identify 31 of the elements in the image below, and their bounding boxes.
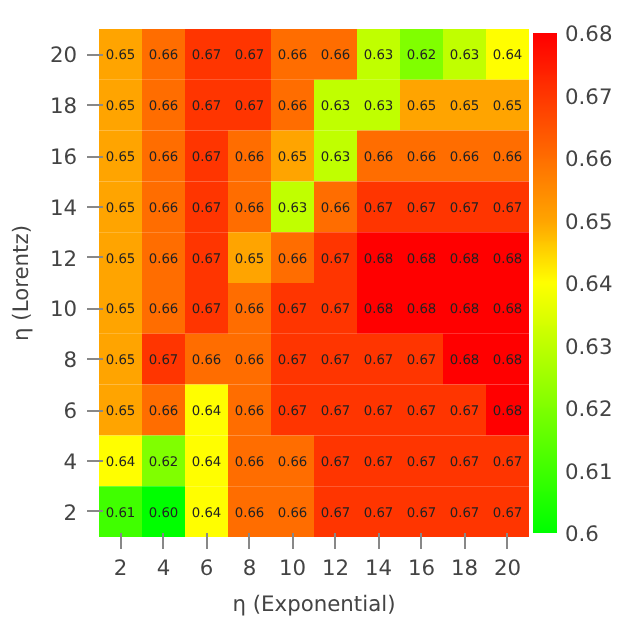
x-tick-label: 6 [199,555,214,581]
x-tick-label: 18 [450,555,479,581]
color-bar-label: 0.64 [565,271,613,297]
x-tick-label: 20 [493,555,522,581]
y-tick-label: 10 [49,296,78,323]
color-bar-label: 0.67 [565,83,613,110]
x-tick-label: 10 [278,555,307,581]
color-bar-label: 0.63 [565,333,613,360]
color-bar-label: 0.65 [565,208,613,235]
y-tick-label: 8 [63,347,78,374]
x-tick-label: 12 [321,555,350,581]
color-bar-label: 0.61 [565,458,613,485]
y-axis-title: η (Lorentz) [7,225,34,341]
y-tick-label: 2 [63,499,77,526]
x-axis-title: η (Exponential) [232,591,396,617]
color-bar-label: 0.68 [565,21,613,47]
y-tick-label: 20 [49,42,78,69]
y-tick-label: 6 [63,398,78,424]
x-tick-label: 2 [113,555,128,581]
y-tick-label: 14 [49,194,78,221]
y-tick-label: 12 [49,245,78,272]
x-tick-label: 8 [242,555,257,581]
color-bar-label: 0.62 [565,396,613,422]
x-tick-label: 14 [364,555,393,581]
x-tick-label: 4 [156,555,171,581]
y-tick-label: 18 [49,93,78,120]
color-bar-label: 0.6 [565,521,600,547]
y-tick-label: 4 [63,448,78,475]
x-tick-label: 16 [407,555,436,581]
y-tick-label: 16 [49,144,78,170]
color-bar-label: 0.66 [565,146,613,172]
